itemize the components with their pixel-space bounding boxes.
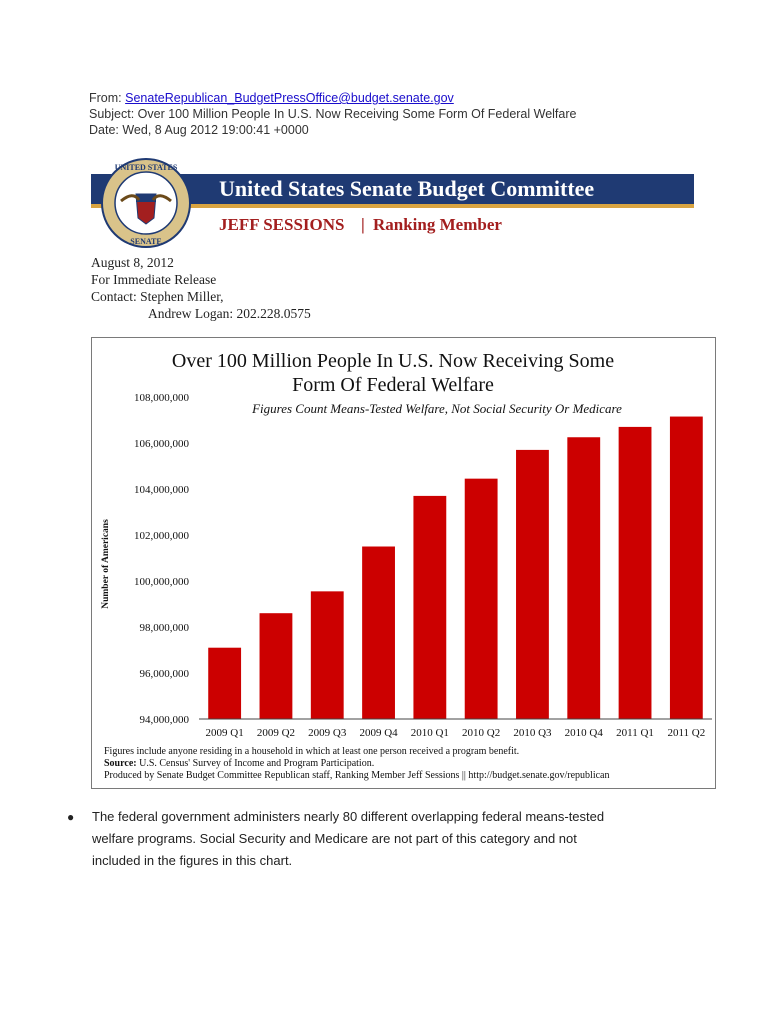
- bullet-item: ● The federal government administers nea…: [62, 806, 702, 872]
- footnote-source-text: U.S. Census' Survey of Income and Progra…: [137, 758, 375, 769]
- from-line: From: SenateRepublican_BudgetPressOffice…: [89, 90, 576, 106]
- bar: [259, 613, 293, 719]
- footnote-source-label: Source:: [104, 758, 137, 769]
- banner-separator: |: [361, 215, 365, 234]
- chart-y-axis-label: Number of Americans: [101, 519, 111, 609]
- x-tick-label: 2010 Q4: [565, 727, 604, 739]
- release-date: August 8, 2012: [91, 255, 174, 270]
- bar: [310, 591, 344, 719]
- y-tick-label: 96,000,000: [140, 668, 190, 680]
- welfare-chart: Over 100 Million People In U.S. Now Rece…: [91, 337, 716, 789]
- x-tick-label: 2010 Q3: [513, 727, 552, 739]
- chart-canvas: Over 100 Million People In U.S. Now Rece…: [101, 350, 712, 781]
- y-tick-label: 94,000,000: [140, 714, 190, 726]
- committee-banner: UNITED STATES SENATE United States Senat…: [91, 158, 694, 248]
- x-tick-label: 2011 Q1: [616, 727, 654, 739]
- email-header: From: SenateRepublican_BudgetPressOffice…: [89, 90, 576, 138]
- bar: [669, 416, 703, 719]
- chart-footnote-1: Figures include anyone residing in a hou…: [104, 746, 519, 757]
- chart-title-line1: Over 100 Million People In U.S. Now Rece…: [172, 350, 614, 372]
- bullet-list: ● The federal government administers nea…: [62, 806, 702, 872]
- bar: [208, 647, 242, 719]
- bar: [362, 546, 395, 719]
- senate-seal-icon: UNITED STATES SENATE: [101, 158, 191, 248]
- from-address-link[interactable]: SenateRepublican_BudgetPressOffice@budge…: [125, 91, 454, 105]
- date-line: Date: Wed, 8 Aug 2012 19:00:41 +0000: [89, 123, 309, 137]
- x-axis-ticks: 2009 Q1 2009 Q2 2009 Q3 2009 Q4 2010 Q1 2010 …: [206, 727, 706, 739]
- seal-bottom-text: SENATE: [130, 237, 161, 246]
- bullet-line-2: welfare programs. Social Security and Me…: [92, 831, 577, 846]
- bar: [413, 495, 447, 719]
- bar: [567, 437, 601, 719]
- from-label: From:: [89, 91, 122, 105]
- y-tick-label: 108,000,000: [134, 392, 190, 404]
- bar: [618, 426, 652, 719]
- banner-navy-bar: [91, 174, 694, 204]
- release-info: August 8, 2012 For Immediate Release Con…: [91, 254, 311, 322]
- subject-line: Subject: Over 100 Million People In U.S.…: [89, 107, 577, 121]
- chart-subtitle: Figures Count Means-Tested Welfare, Not …: [251, 401, 622, 416]
- bar: [464, 478, 498, 719]
- x-tick-label: 2009 Q1: [206, 727, 244, 739]
- bar: [516, 449, 549, 719]
- banner-name: JEFF SESSIONS: [219, 215, 345, 234]
- release-contact-1: Contact: Stephen Miller,: [91, 289, 224, 304]
- banner-role: Ranking Member: [373, 215, 502, 234]
- seal-top-text: UNITED STATES: [115, 163, 178, 172]
- y-tick-label: 102,000,000: [134, 530, 190, 542]
- bullet-icon: ●: [67, 810, 75, 824]
- x-tick-label: 2010 Q2: [462, 727, 500, 739]
- x-tick-label: 2009 Q3: [308, 727, 347, 739]
- banner-title: United States Senate Budget Committee: [219, 176, 594, 201]
- chart-footnote-2: Source: U.S. Census' Survey of Income an…: [104, 758, 374, 769]
- y-tick-label: 104,000,000: [134, 484, 190, 496]
- bullet-line-1: The federal government administers nearl…: [92, 809, 605, 824]
- y-tick-label: 98,000,000: [140, 622, 190, 634]
- x-tick-label: 2010 Q1: [411, 727, 449, 739]
- chart-footnote-3: Produced by Senate Budget Committee Repu…: [104, 770, 609, 781]
- x-tick-label: 2009 Q4: [359, 727, 398, 739]
- bullet-line-3: included in the figures in this chart.: [92, 853, 293, 868]
- release-contact-2: Andrew Logan: 202.228.0575: [148, 306, 311, 321]
- y-tick-label: 100,000,000: [134, 576, 190, 588]
- y-axis-ticks: 94,000,000 96,000,000 98,000,000 100,000,00…: [134, 392, 190, 726]
- x-tick-label: 2009 Q2: [257, 727, 295, 739]
- release-note: For Immediate Release: [91, 272, 217, 287]
- x-tick-label: 2011 Q2: [667, 727, 705, 739]
- y-tick-label: 106,000,000: [134, 438, 190, 450]
- banner-gold-stripe: [91, 204, 694, 208]
- chart-title-line2: Form Of Federal Welfare: [292, 374, 494, 396]
- bar-series: [208, 416, 703, 719]
